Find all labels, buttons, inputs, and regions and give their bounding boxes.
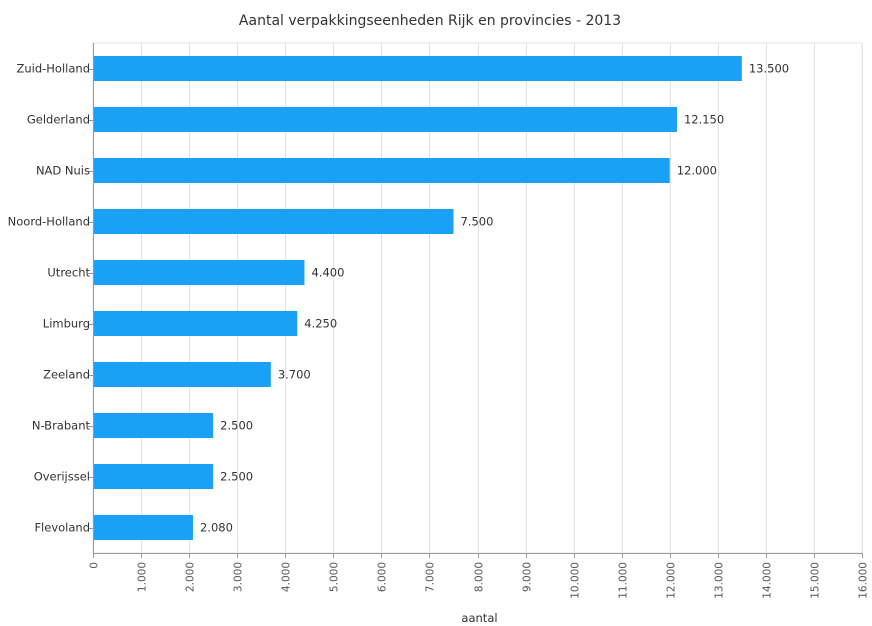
x-tick-label: 15.000 <box>810 562 822 599</box>
bar <box>94 107 677 132</box>
x-tick-label: 14.000 <box>762 562 774 599</box>
value-label: 4.250 <box>304 317 337 331</box>
x-tick-label: 11.000 <box>618 562 630 599</box>
value-label: 12.150 <box>684 113 724 127</box>
category-label: Noord-Holland <box>8 215 90 229</box>
value-label: 13.500 <box>749 62 789 76</box>
value-label: 7.500 <box>460 215 493 229</box>
bar <box>94 158 670 183</box>
x-tick-label: 3.000 <box>233 562 245 592</box>
value-label: 2.080 <box>200 521 233 535</box>
chart-title: Aantal verpakkingseenheden Rijk en provi… <box>239 13 621 29</box>
bar <box>94 362 271 387</box>
x-tick-label: 10.000 <box>570 562 582 599</box>
category-label: N-Brabant <box>32 419 91 433</box>
category-label: NAD Nuis <box>36 164 90 178</box>
value-label: 3.700 <box>278 368 311 382</box>
value-label: 12.000 <box>677 164 717 178</box>
value-label: 4.400 <box>311 266 344 280</box>
x-tick-label: 4.000 <box>281 562 293 592</box>
value-label: 2.500 <box>220 470 253 484</box>
bar <box>94 260 305 285</box>
x-tick-label: 0 <box>89 562 101 569</box>
axes: 0 1.000 2.000 3.000 4.000 5.000 6.000 7.000 8.00… <box>8 43 870 599</box>
x-tick-label: 1.000 <box>137 562 149 592</box>
bars: 13.500 12.150 12.000 7.500 4.400 4.250 3.700 2.… <box>94 56 789 540</box>
category-label: Gelderland <box>27 113 90 127</box>
x-tick-label: 6.000 <box>377 562 389 592</box>
category-label: Zuid-Holland <box>16 62 90 76</box>
bar <box>94 56 742 81</box>
x-tick-label: 16.000 <box>858 562 870 599</box>
category-label: Zeeland <box>43 368 90 382</box>
x-tick-label: 8.000 <box>474 562 486 592</box>
x-axis-title: aantal <box>461 611 497 625</box>
x-tick-label: 2.000 <box>185 562 197 592</box>
x-tick-label: 5.000 <box>329 562 341 592</box>
x-tick-label: 9.000 <box>522 562 534 592</box>
x-tick-label: 7.000 <box>425 562 437 592</box>
x-tick-label: 13.000 <box>714 562 726 599</box>
category-label: Flevoland <box>34 521 90 535</box>
bar <box>94 464 214 489</box>
bar <box>94 209 454 234</box>
x-tick-label: 12.000 <box>666 562 678 599</box>
bar <box>94 515 193 540</box>
category-label: Limburg <box>43 317 90 331</box>
value-label: 2.500 <box>220 419 253 433</box>
bar <box>94 413 214 438</box>
bar <box>94 311 298 336</box>
category-label: Overijssel <box>34 470 90 484</box>
category-label: Utrecht <box>47 266 90 280</box>
